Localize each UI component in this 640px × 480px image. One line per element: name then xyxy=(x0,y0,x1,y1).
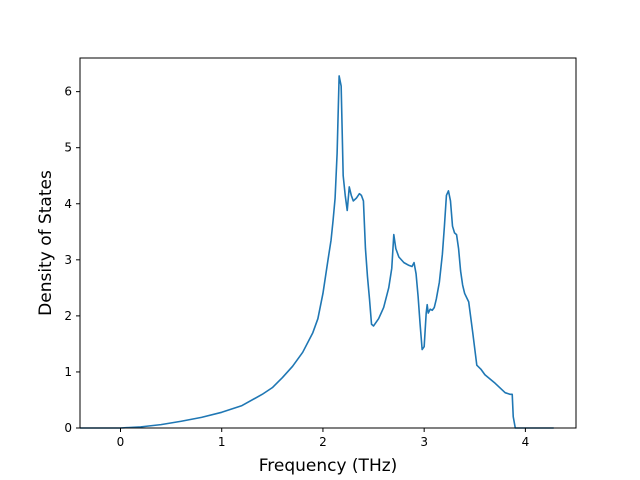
y-tick-label: 0 xyxy=(64,421,72,435)
plot-frame xyxy=(79,57,577,429)
x-tick-label: 3 xyxy=(420,435,428,449)
y-tick-label: 1 xyxy=(64,365,72,379)
chart-marks xyxy=(80,75,554,429)
y-tick-label: 3 xyxy=(64,253,72,267)
y-tick-label: 2 xyxy=(64,309,72,323)
series-line-0 xyxy=(80,75,554,429)
y-tick-label: 6 xyxy=(64,85,72,99)
x-tick-label: 1 xyxy=(218,435,226,449)
axis-ticks: 0 1 2 3 4 0 1 2 3 4 5 6 xyxy=(64,85,529,449)
y-tick-label: 4 xyxy=(64,197,72,211)
x-axis-label: Frequency (THz) xyxy=(259,456,398,476)
plot-background xyxy=(80,58,576,428)
y-axis-label: Density of States xyxy=(36,170,56,316)
x-tick-label: 0 xyxy=(117,435,125,449)
x-tick-label: 4 xyxy=(522,435,530,449)
y-tick-label: 5 xyxy=(64,141,72,155)
x-tick-label: 2 xyxy=(319,435,327,449)
